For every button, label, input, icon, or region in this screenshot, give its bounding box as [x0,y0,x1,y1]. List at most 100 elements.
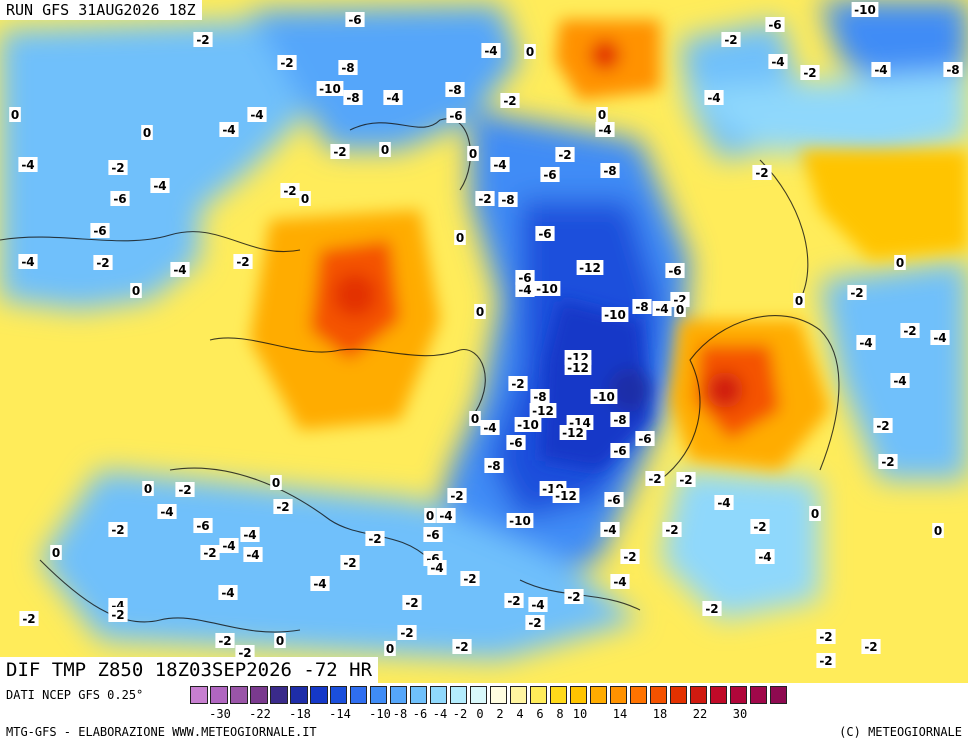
contour-label-box [130,283,142,298]
contour-label: 0 [795,294,803,308]
contour-label-box [218,585,238,600]
contour-label: -6 [509,436,522,450]
cold-south [40,470,640,660]
field-title: DIF TMP Z850 18Z03SEP2026 -72 HR [0,657,379,683]
color-swatch [529,686,548,704]
contour-label-box [533,281,561,296]
contour-label-box [816,653,836,668]
contour-label: -2 [511,377,524,391]
color-swatch [569,686,588,704]
color-swatch [389,686,408,704]
contour-label: -4 [439,509,452,523]
contour-label: -6 [613,444,626,458]
contour-label-box [280,183,300,198]
contour-label-box [768,54,788,69]
contour-label-box [878,454,898,469]
contour-label: -4 [531,598,544,612]
contour-label: -2 [648,472,661,486]
contour-label: -2 [400,626,413,640]
contour-label: -6 [93,224,106,238]
contour-label-box [141,125,153,140]
contour-label-box [175,482,195,497]
contour-label: -12 [555,489,577,503]
contour-label: 0 [426,509,434,523]
contour-label: -4 [613,575,626,589]
contour-label-box [645,471,665,486]
warm-hot-east [707,372,743,408]
contour-label: 0 [934,524,942,538]
contour-label: -2 [283,184,296,198]
contour-label: -8 [613,413,626,427]
contour-label: -10 [854,3,876,17]
contour-label: -2 [623,550,636,564]
contour-label: -4 [222,539,235,553]
contour-label: -2 [111,608,124,622]
contour-label-box [200,545,220,560]
scale-tick-label: -18 [289,707,311,721]
scale-tick-label: -4 [432,707,448,721]
contour-label-box [506,513,534,528]
contour-label: -2 [903,324,916,338]
contour-label: -4 [758,550,771,564]
contour-label-box [676,472,696,487]
contour-label: 0 [301,192,309,206]
contour-label: 0 [381,143,389,157]
contour-label: -8 [346,91,359,105]
contour-label-box [436,508,456,523]
contour-label: -4 [153,179,166,193]
contour-label-box [90,223,110,238]
cold-southeast [660,470,820,620]
contour-label-box [809,506,821,521]
color-swatch [669,686,688,704]
contour-label-box [193,518,213,533]
scale-tick-label: 2 [496,707,504,721]
contour-label-box [18,157,38,172]
contour-label-box [610,443,630,458]
scale-tick-label: -22 [249,707,271,721]
color-swatch [549,686,568,704]
contour-label-box [861,639,881,654]
contour-label-box [274,633,286,648]
contour-label-box [847,285,867,300]
contour-label-box [484,458,504,473]
contour-label: -4 [386,91,399,105]
contour-label-box [900,323,920,338]
contour-label-box [273,499,293,514]
contour-label: -4 [933,331,946,345]
contour-label: -2 [679,473,692,487]
color-swatch [409,686,428,704]
contour-label-box [793,293,805,308]
color-swatch [689,686,708,704]
contour-label-box [528,597,548,612]
contour-label: -6 [348,13,361,27]
contour-label: -2 [196,33,209,47]
contour-label-box [525,615,545,630]
contour-label-box [310,576,330,591]
contour-label: -6 [196,519,209,533]
contour-label-box [665,263,685,278]
cold-ne-belt [680,70,968,160]
contour-label: -10 [517,418,539,432]
contour-label: -2 [528,616,541,630]
contour-label-box [270,475,282,490]
contour-label: -2 [665,523,678,537]
contour-label: 0 [471,412,479,426]
contour-label: -2 [755,166,768,180]
contour-label-box [50,545,62,560]
color-swatch [769,686,788,704]
scale-tick-label: 22 [692,707,708,721]
contour-label-box [108,522,128,537]
contour-label: -2 [463,572,476,586]
contour-label-box [800,65,820,80]
contour-label: -2 [203,546,216,560]
contour-label-box [343,90,363,105]
color-swatch [369,686,388,704]
contour-label: -4 [598,123,611,137]
contour-label: -4 [707,91,720,105]
color-swatch [509,686,528,704]
contour-label: -6 [426,528,439,542]
contour-label: -2 [876,419,889,433]
credit-right: (C) METEOGIORNALE [839,725,962,739]
contour-label-box [240,527,260,542]
contour-label-box [752,165,772,180]
